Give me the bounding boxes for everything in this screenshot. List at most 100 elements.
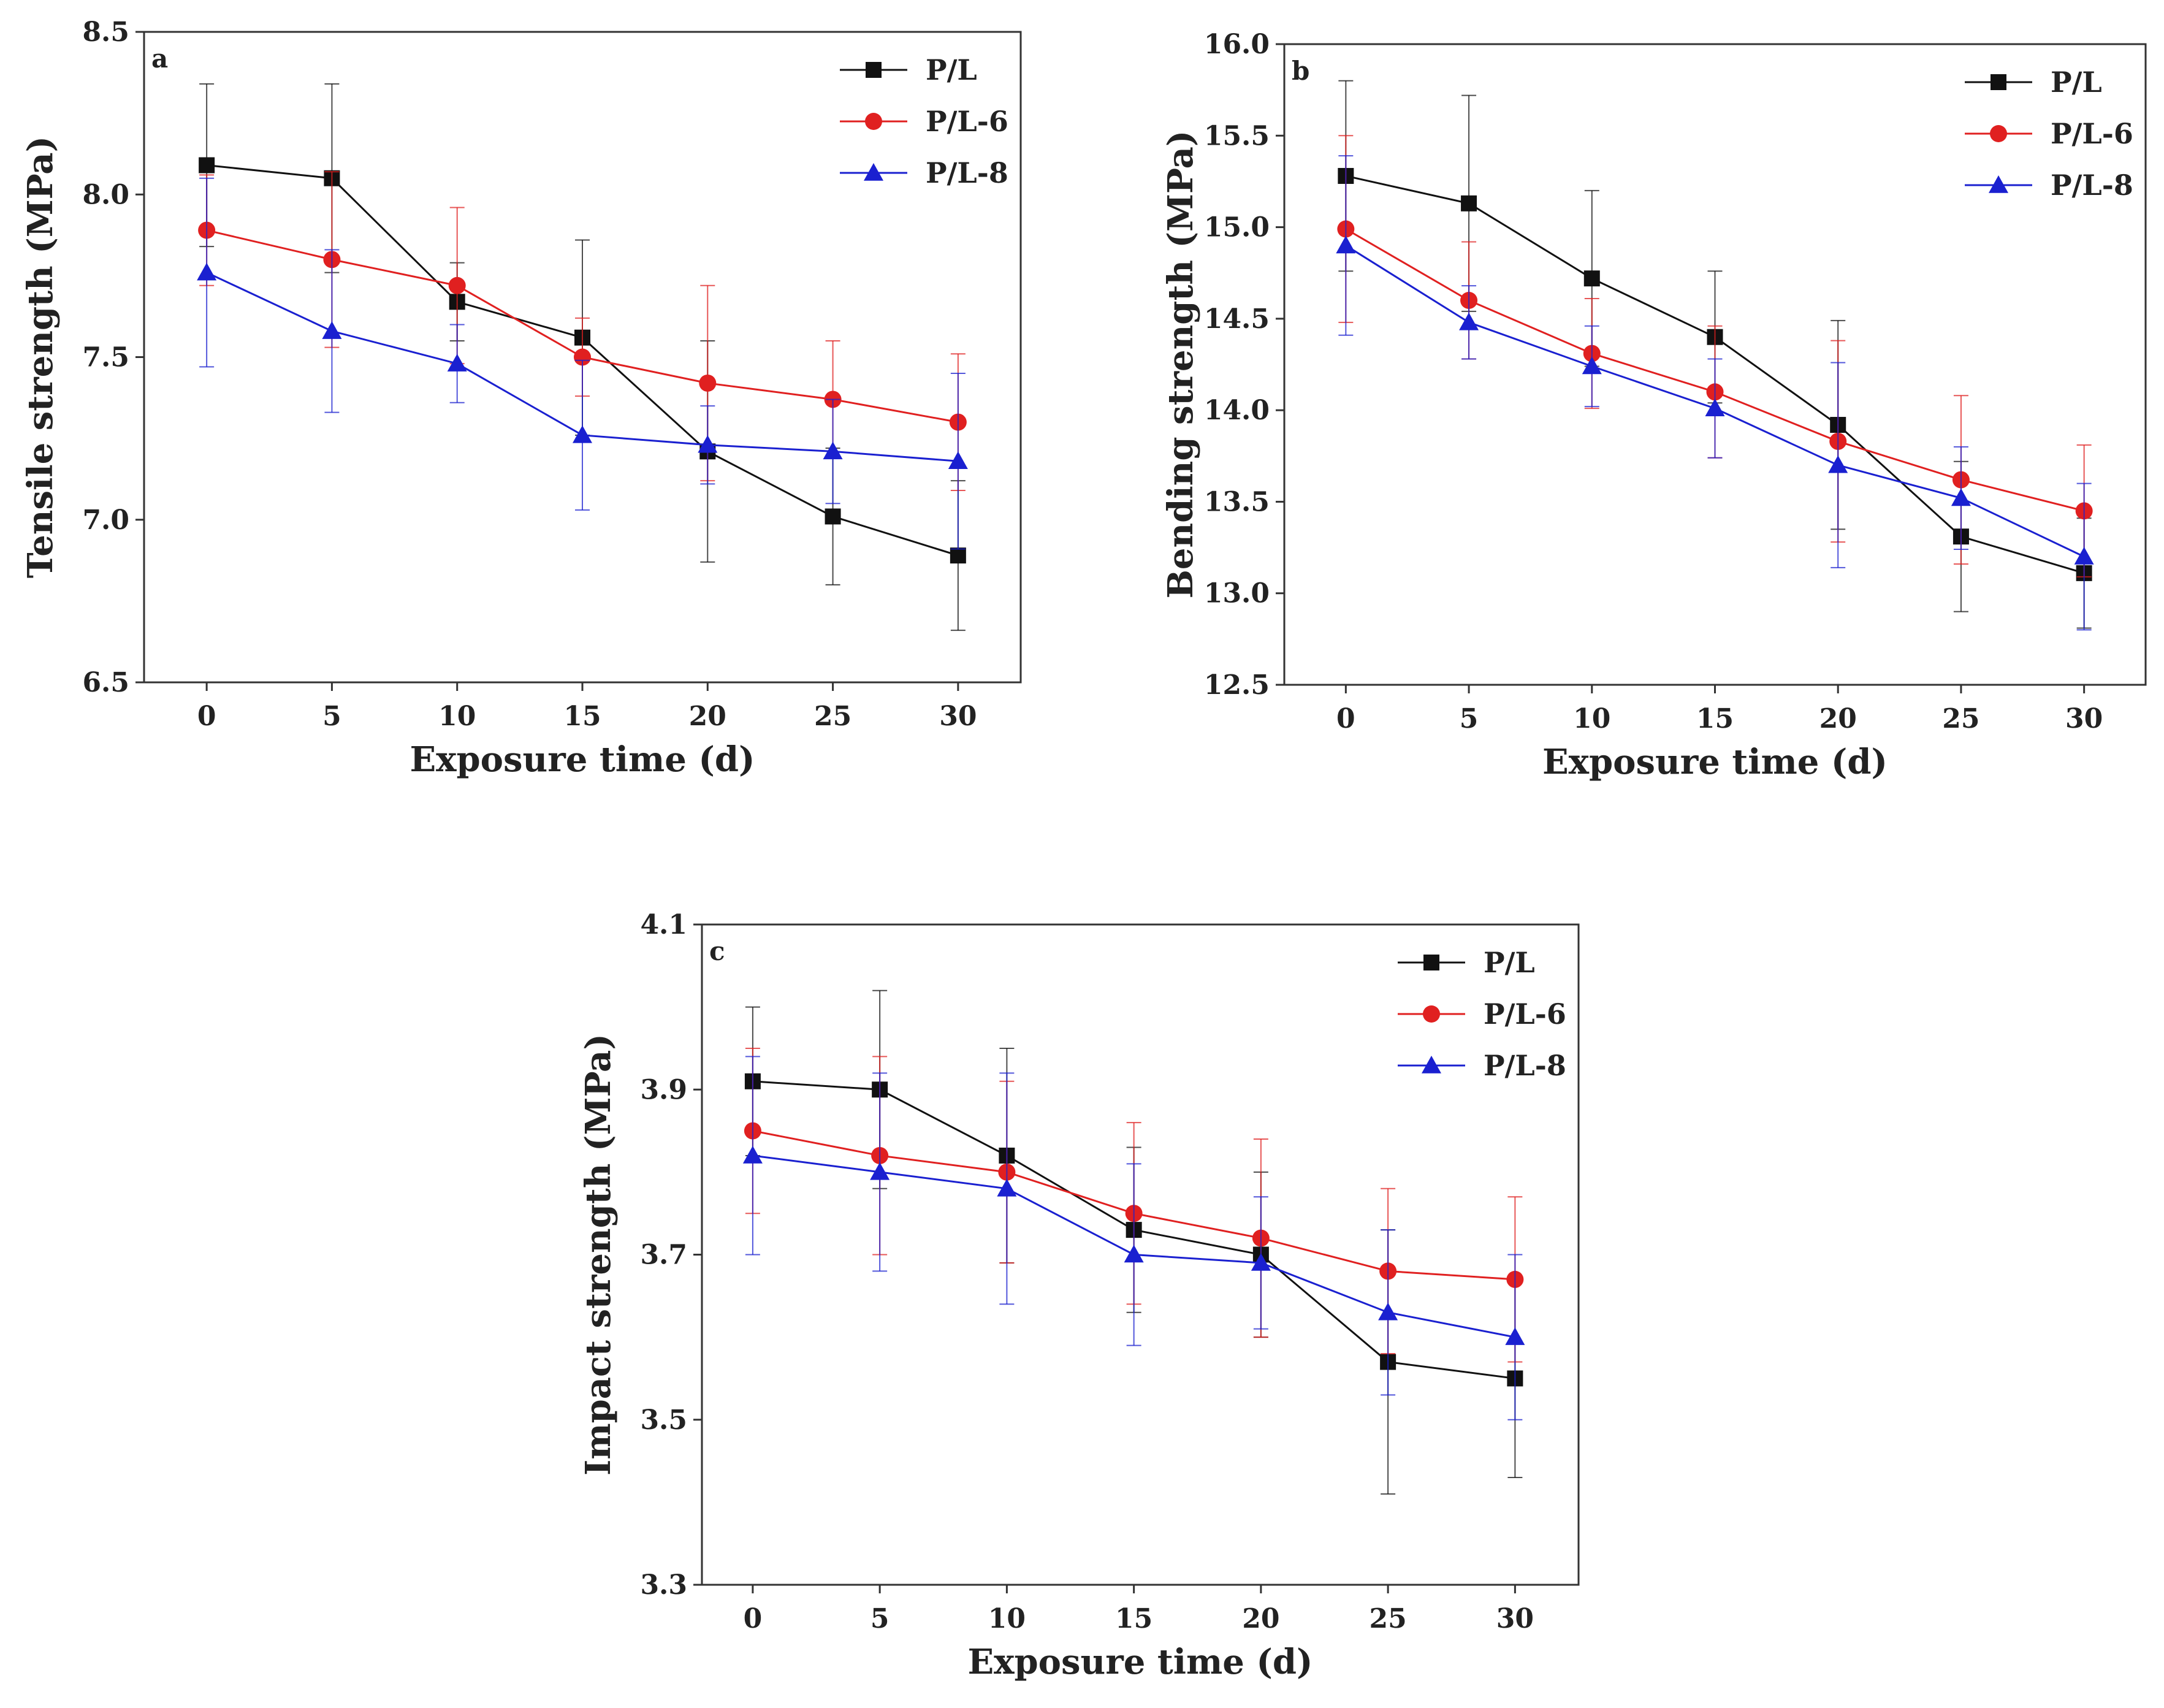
y-tick-label: 15.5 [1204,120,1270,151]
legend-label: P/L-6 [926,105,1008,138]
x-tick-label: 10 [988,1603,1026,1634]
legend-item: P/L [1965,66,2102,99]
x-tick-label: 25 [1370,1603,1407,1634]
series-p-l-8 [742,1056,1525,1420]
legend: P/L P/L-6 P/L-8 [840,53,1008,189]
legend-label: P/L-6 [2051,117,2133,150]
y-tick-label: 13.0 [1204,578,1270,609]
data-point-triangle [1828,455,1848,473]
y-tick-label: 7.5 [82,342,129,373]
x-tick-label: 5 [871,1603,890,1634]
legend: P/L P/L-6 P/L-8 [1398,946,1566,1082]
y-tick-label: 3.3 [640,1569,687,1601]
x-tick-label: 5 [322,701,341,732]
x-tick-label: 10 [438,701,476,732]
legend-marker-triangle [1989,175,2008,193]
y-tick-label: 7.0 [82,505,129,536]
data-point-triangle [1705,398,1725,416]
y-tick-label: 6.5 [82,667,129,698]
chart-panel-b: 0 5 10 15 20 25 30 12.5 13.0 13.5 14.0 14.5 15.0 15.5… [1160,29,2147,782]
x-tick-label: 30 [1496,1603,1534,1634]
y-tick-label: 3.9 [640,1074,687,1105]
x-tick-label: 20 [689,701,726,732]
x-tick-label: 25 [814,701,852,732]
y-tick-label: 3.5 [640,1405,687,1436]
data-point-triangle [197,262,217,281]
x-tick-label: 15 [563,701,601,732]
legend-item: P/L-6 [1965,117,2133,150]
data-point-triangle [997,1178,1017,1197]
x-tick-label: 5 [1460,703,1479,734]
legend-item: P/L-8 [1965,169,2133,202]
legend-item: P/L-6 [840,105,1008,138]
legend-label: P/L-8 [2051,169,2133,202]
panel-letter: a [151,44,168,74]
legend-label: P/L [1484,946,1535,979]
legend-marker-circle [865,113,882,130]
data-point-circle [448,276,466,294]
data-point-triangle [698,435,718,453]
legend-item: P/L [840,53,977,86]
y-tick-label: 3.7 [640,1240,687,1271]
y-tick-label: 16.0 [1204,29,1270,60]
data-point-triangle [1251,1252,1271,1271]
y-tick-label: 14.0 [1204,395,1270,426]
data-point-triangle [1951,488,1971,506]
y-tick-label: 13.5 [1204,486,1270,517]
legend-item: P/L-6 [1398,997,1566,1031]
x-tick-label: 15 [1696,703,1734,734]
x-axis-title: Exposure time (d) [410,739,755,780]
x-axis-title: Exposure time (d) [967,1642,1312,1682]
series-p-l-6 [1337,135,2093,578]
data-point-square [1583,270,1600,287]
y-tick-label: 4.1 [640,909,687,940]
chart-panel-a: 0 5 10 15 20 25 30 6.5 7.0 7.5 8.0 8.5 Exposure time… [20,17,1022,780]
data-point-triangle [322,321,342,339]
x-tick-label: 15 [1115,1603,1152,1634]
data-point-square [199,157,215,173]
legend: P/L P/L-6 P/L-8 [1965,66,2133,202]
y-tick-label: 14.5 [1204,303,1270,335]
data-point-square [1461,195,1477,212]
data-point-triangle [1582,356,1602,375]
data-point-triangle [1505,1327,1525,1345]
y-axis-title: Impact strength (MPa) [578,1034,619,1476]
y-tick-label: 12.5 [1204,669,1270,701]
panel-letter: c [709,936,725,966]
data-point-triangle [870,1162,890,1180]
x-tick-label: 30 [2065,703,2103,734]
legend-label: P/L-8 [1484,1049,1566,1082]
y-axis-title: Tensile strength (MPa) [20,136,61,578]
legend-label: P/L [926,53,977,86]
legend-marker-square [1991,74,2006,90]
legend-item: P/L-8 [1398,1049,1566,1082]
y-tick-label: 8.5 [82,17,129,48]
data-point-triangle [742,1145,763,1164]
data-point-triangle [447,354,467,372]
chart-panel-c: 0 5 10 15 20 25 30 3.3 3.5 3.7 3.9 4.1 Exposure time… [578,909,1580,1682]
x-tick-label: 0 [744,1603,763,1634]
data-point-triangle [1336,235,1356,254]
data-point-square [950,547,966,564]
legend-label: P/L [2051,66,2102,99]
legend-marker-square [1423,955,1439,970]
legend-marker-square [866,62,882,78]
data-point-circle [699,374,717,392]
x-tick-label: 20 [1242,1603,1279,1634]
legend-marker-triangle [1422,1056,1441,1073]
data-point-circle [574,348,591,366]
data-point-triangle [573,425,592,443]
legend-item: P/L [1398,946,1535,979]
data-point-triangle [1459,312,1479,330]
y-axis-title: Bending strength (MPa) [1160,131,1201,599]
x-tick-label: 30 [939,701,977,732]
data-point-triangle [2074,547,2094,565]
x-tick-label: 0 [197,701,216,732]
legend-marker-circle [1423,1005,1440,1023]
x-axis-title: Exposure time (d) [1542,742,1888,782]
data-point-triangle [1124,1245,1144,1263]
x-tick-label: 10 [1573,703,1610,734]
x-tick-label: 25 [1942,703,1979,734]
legend-label: P/L-8 [926,156,1008,189]
